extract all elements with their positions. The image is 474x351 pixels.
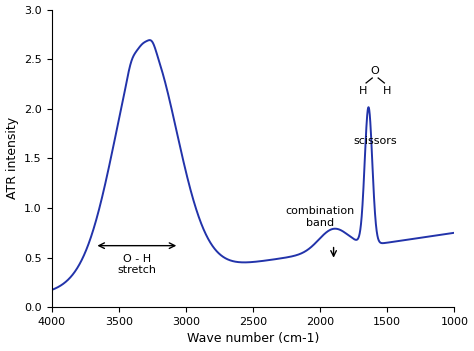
Text: O: O	[371, 66, 380, 76]
Y-axis label: ATR intensity: ATR intensity	[6, 117, 18, 199]
Text: H: H	[383, 86, 392, 96]
X-axis label: Wave number (cm-1): Wave number (cm-1)	[187, 332, 319, 345]
Text: combination
band: combination band	[285, 206, 355, 227]
Text: H: H	[359, 86, 367, 96]
Text: scissors: scissors	[354, 135, 397, 146]
Text: O - H
stretch: O - H stretch	[118, 253, 156, 275]
